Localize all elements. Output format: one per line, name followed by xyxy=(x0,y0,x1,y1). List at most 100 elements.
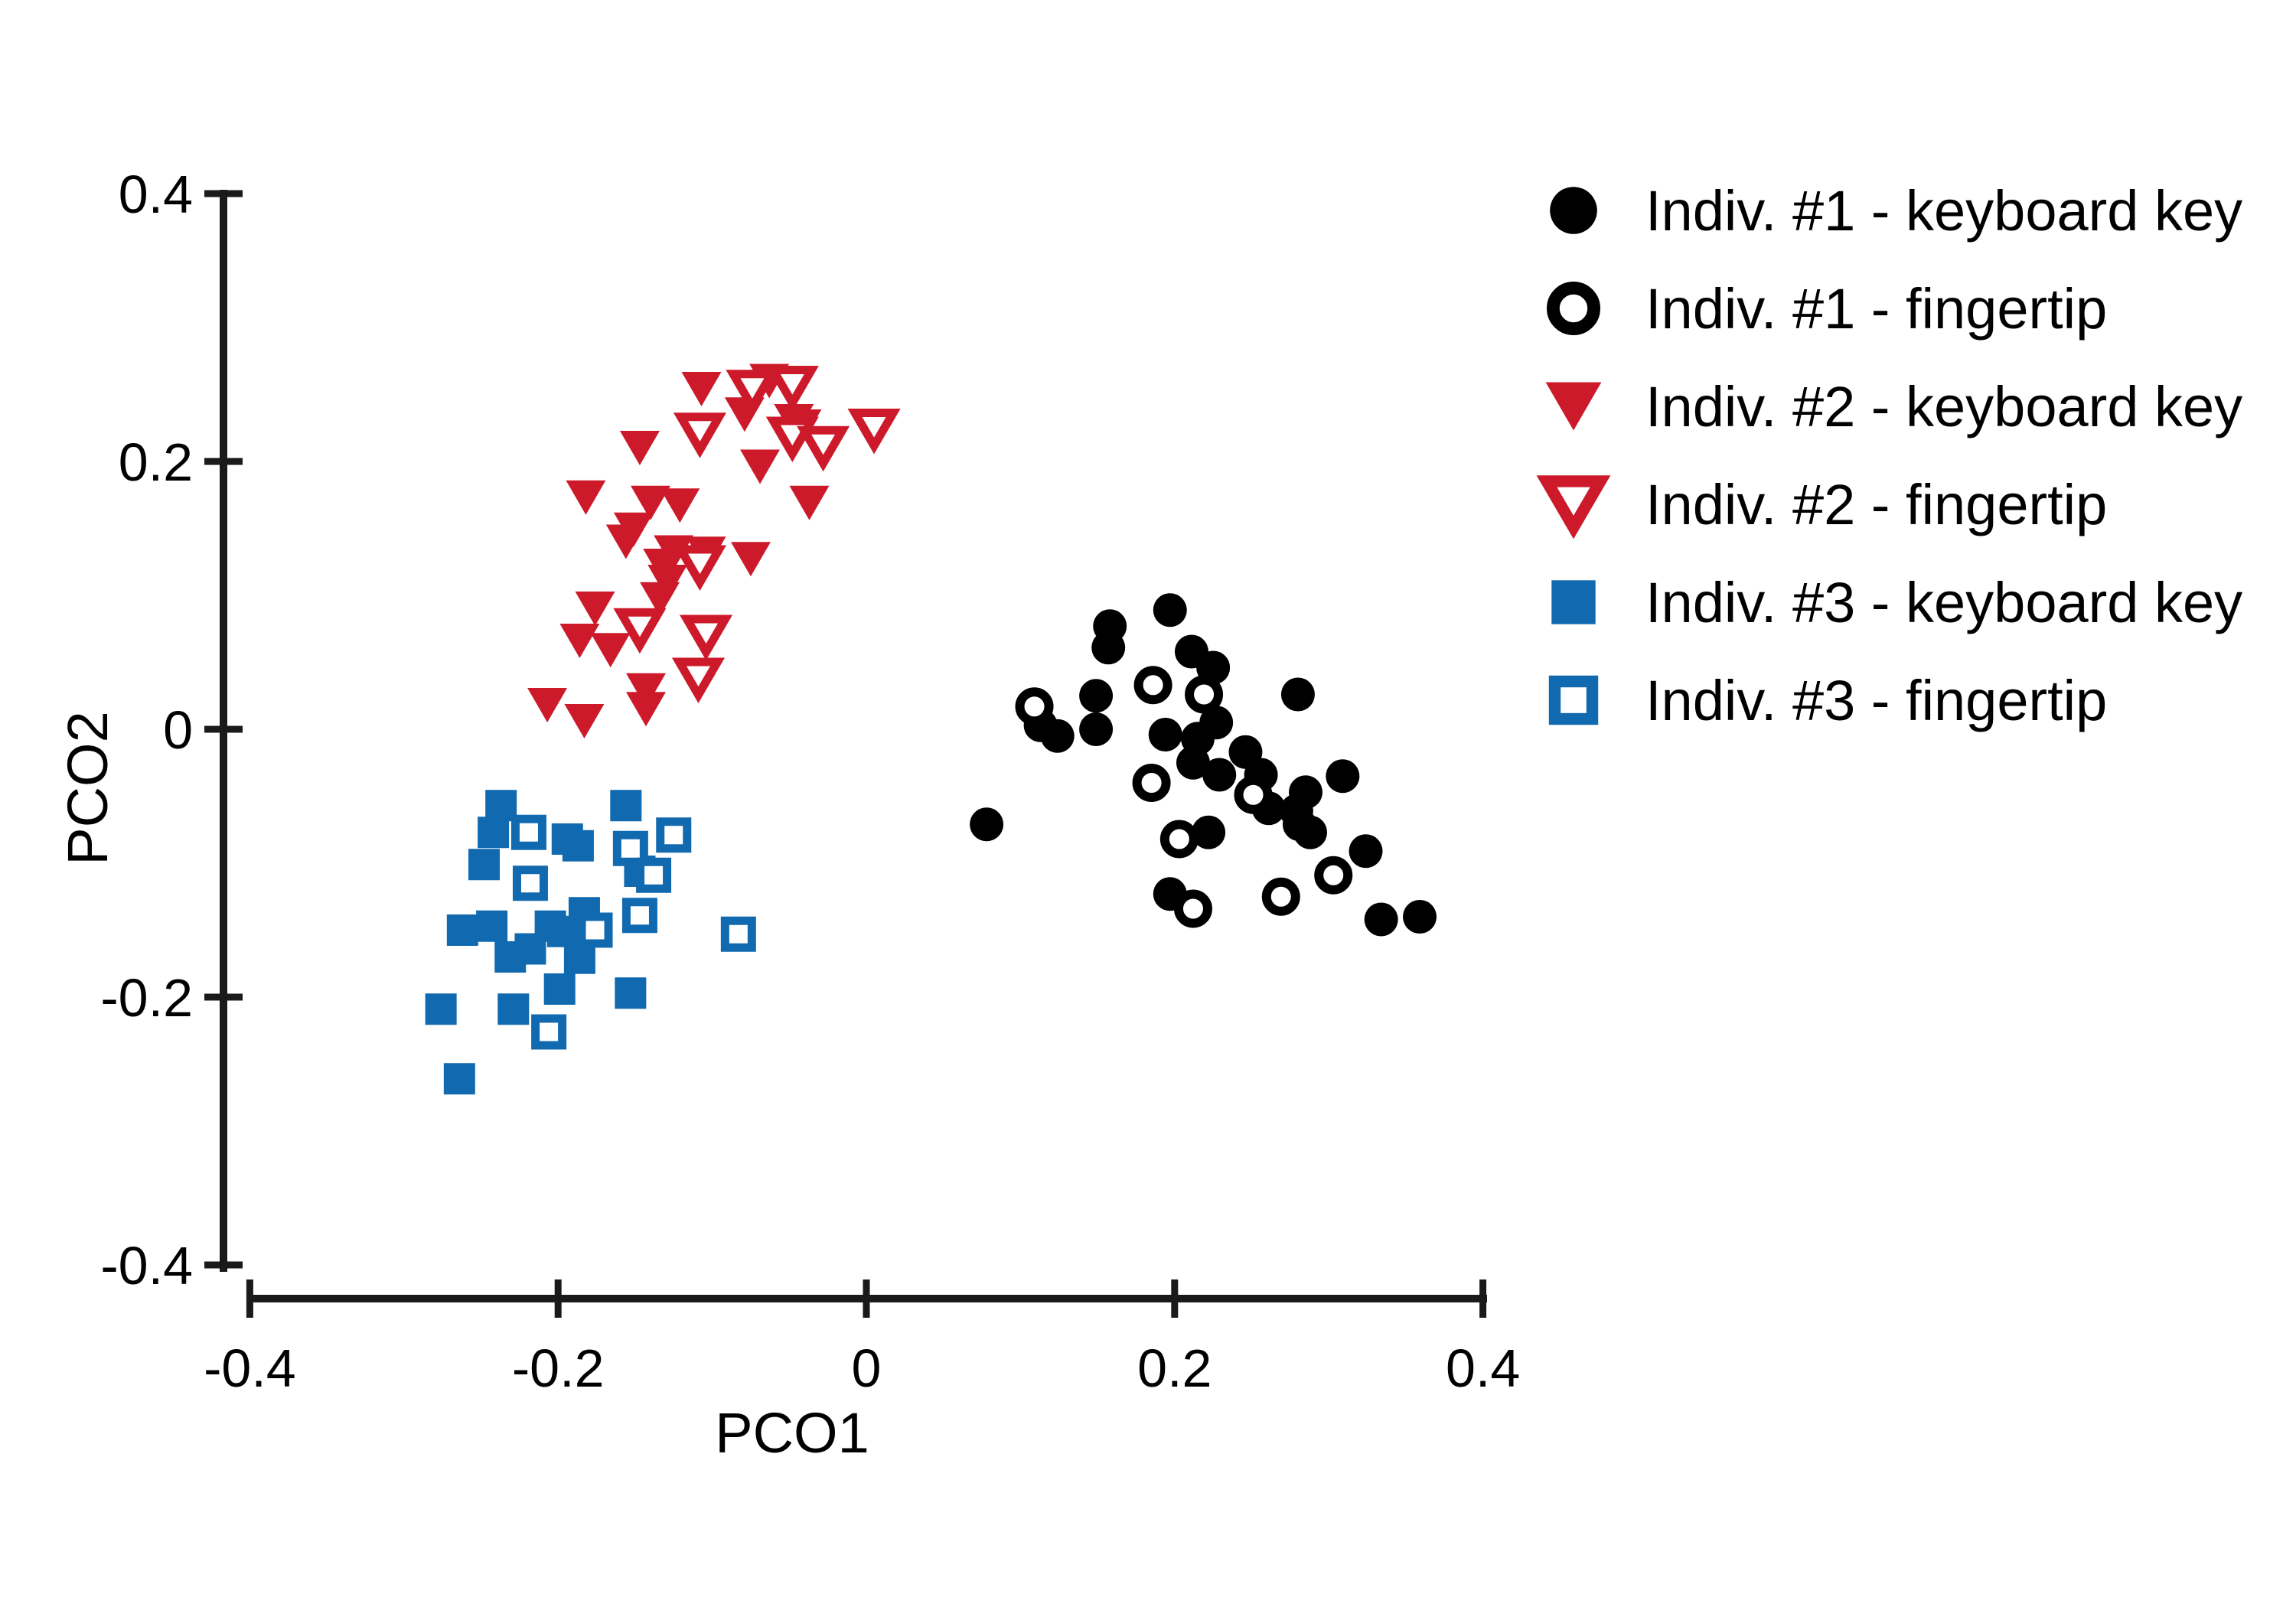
data-point xyxy=(1234,775,1273,814)
series-indiv-1-keyboard-key xyxy=(970,593,1437,937)
data-point xyxy=(1153,593,1187,627)
series-indiv-3-keyboard-key xyxy=(425,790,656,1095)
data-point xyxy=(590,633,631,668)
data-point xyxy=(510,814,546,850)
data-point xyxy=(619,431,660,465)
data-point xyxy=(497,993,530,1025)
legend-square-icon xyxy=(1548,675,1599,725)
data-point xyxy=(730,542,771,577)
data-point xyxy=(636,857,672,893)
data-point xyxy=(612,830,648,866)
data-point xyxy=(1091,631,1126,665)
x-tick-label: 0 xyxy=(852,1338,882,1398)
data-point xyxy=(531,1014,567,1050)
y-axis-title: PCO2 xyxy=(56,711,119,865)
points-group xyxy=(425,363,1437,1095)
data-point xyxy=(613,608,667,654)
data-point xyxy=(726,370,779,416)
data-point xyxy=(656,817,692,853)
data-point xyxy=(640,582,680,617)
data-point xyxy=(1079,679,1114,713)
x-tick-label: 0.2 xyxy=(1137,1338,1212,1398)
x-tick-label: -0.4 xyxy=(204,1338,296,1398)
data-point xyxy=(970,807,1004,842)
data-point xyxy=(765,366,819,412)
legend-item: Indiv. #1 - fingertip xyxy=(1547,277,2107,341)
data-point xyxy=(660,488,700,523)
data-point xyxy=(671,657,726,703)
data-point xyxy=(543,973,576,1005)
data-point xyxy=(1314,856,1353,895)
data-point xyxy=(563,942,595,974)
legend-label: Indiv. #2 - keyboard key xyxy=(1645,375,2242,438)
data-point xyxy=(512,865,548,901)
data-point xyxy=(1079,712,1114,746)
legend-triangle-down-icon xyxy=(1536,475,1611,539)
x-tick-label: -0.2 xyxy=(512,1338,605,1398)
data-point xyxy=(615,977,647,1009)
y-tick-label: -0.4 xyxy=(100,1236,193,1296)
series-indiv-2-fingertip xyxy=(613,366,901,703)
data-point xyxy=(1192,815,1226,849)
data-point xyxy=(1202,758,1237,792)
legend-item: Indiv. #2 - fingertip xyxy=(1536,473,2107,539)
data-point xyxy=(605,524,646,559)
series-indiv-1-fingertip xyxy=(1015,666,1353,928)
data-point xyxy=(425,993,457,1025)
legend-item: Indiv. #3 - fingertip xyxy=(1548,669,2107,732)
data-point xyxy=(514,933,546,965)
data-point xyxy=(1403,900,1437,934)
data-point xyxy=(1199,706,1234,740)
y-tick-label: 0.4 xyxy=(119,165,193,224)
data-point xyxy=(1280,677,1315,712)
legend-circle-icon xyxy=(1547,281,1601,335)
data-point xyxy=(1185,675,1224,714)
legend-triangle-down-icon xyxy=(1545,382,1602,431)
y-tick-label: 0 xyxy=(163,700,193,760)
data-point xyxy=(1261,877,1300,916)
data-point xyxy=(575,592,615,626)
legend-circle-icon xyxy=(1550,187,1597,234)
data-point xyxy=(625,692,666,727)
data-point xyxy=(789,485,830,520)
legend-label: Indiv. #1 - fingertip xyxy=(1645,277,2107,341)
data-point xyxy=(740,449,781,484)
x-axis-title: PCO1 xyxy=(715,1401,869,1465)
data-point xyxy=(1326,759,1360,794)
data-point xyxy=(681,372,722,406)
legend-square-icon xyxy=(1551,580,1596,624)
data-point xyxy=(559,624,600,658)
data-point xyxy=(673,545,727,591)
data-point xyxy=(468,849,501,881)
legend-group: Indiv. #1 - keyboard key Indiv. #1 - fing… xyxy=(1536,179,2242,732)
data-point xyxy=(564,704,605,738)
data-point xyxy=(1159,820,1199,859)
legend-label: Indiv. #3 - fingertip xyxy=(1645,669,2107,732)
legend-item: Indiv. #2 - keyboard key xyxy=(1545,375,2242,438)
y-tick-label: -0.2 xyxy=(100,968,193,1028)
data-point xyxy=(1176,745,1210,780)
legend-item: Indiv. #1 - keyboard key xyxy=(1550,179,2242,243)
data-point xyxy=(562,830,594,862)
data-point xyxy=(1349,834,1383,869)
data-point xyxy=(566,480,606,515)
legend-label: Indiv. #3 - keyboard key xyxy=(1645,571,2242,634)
data-point xyxy=(847,409,901,455)
data-point xyxy=(527,688,568,722)
data-point xyxy=(621,898,657,934)
data-point xyxy=(679,614,733,660)
data-point xyxy=(446,914,478,946)
x-tick-label: 0.4 xyxy=(1446,1338,1520,1398)
data-point xyxy=(673,412,727,458)
data-point xyxy=(797,425,850,472)
data-point xyxy=(1288,775,1322,810)
data-point xyxy=(1040,719,1075,753)
legend-label: Indiv. #2 - fingertip xyxy=(1645,473,2107,536)
data-point xyxy=(1364,902,1398,937)
data-point xyxy=(720,916,756,952)
y-tick-label: 0.2 xyxy=(119,432,193,492)
legend-item: Indiv. #3 - keyboard key xyxy=(1551,571,2242,634)
data-point xyxy=(1293,815,1328,849)
data-point xyxy=(1015,687,1054,726)
